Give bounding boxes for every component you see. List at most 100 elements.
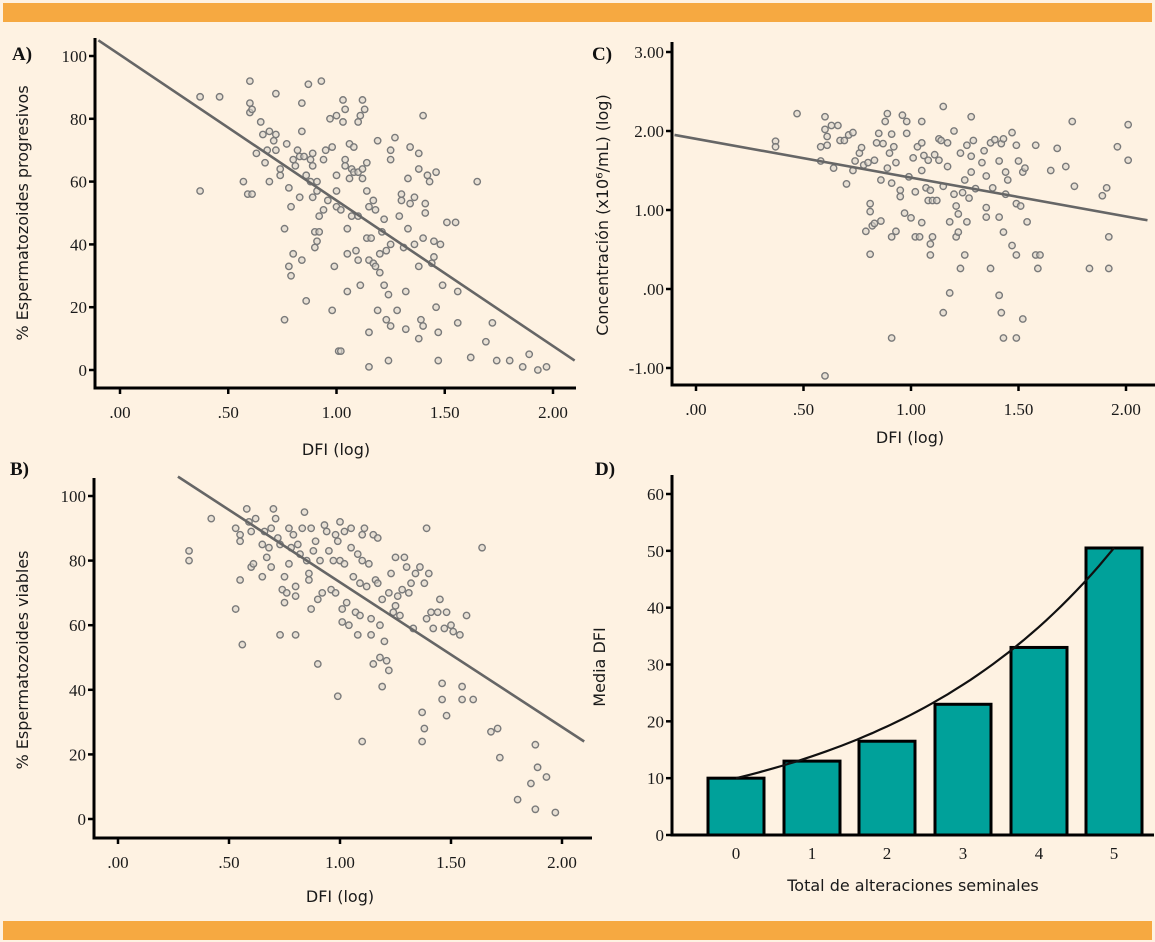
data-point	[404, 224, 412, 233]
data-point	[313, 237, 321, 246]
data-point	[261, 158, 269, 167]
data-point	[410, 240, 419, 249]
data-point	[840, 136, 849, 145]
data-point	[185, 556, 193, 565]
data-point	[429, 624, 438, 633]
data-point	[285, 559, 293, 568]
data-point	[380, 215, 389, 224]
data-point	[367, 630, 375, 639]
data-point	[396, 611, 404, 620]
data-point	[384, 290, 393, 299]
data-point	[447, 621, 455, 630]
data-point	[1104, 232, 1113, 241]
data-point	[902, 117, 911, 126]
data-point	[422, 614, 431, 623]
x-tick-label: .00	[109, 403, 130, 422]
y-tick-label: 3.00	[634, 43, 664, 62]
y-axis-title-c: Concentración (x10⁶/mL) (log)	[593, 94, 612, 335]
data-point	[391, 601, 400, 610]
data-point	[328, 143, 337, 151]
data-point	[990, 135, 999, 144]
data-point	[406, 143, 415, 151]
data-point	[401, 325, 410, 334]
y-ticks-a: 0 20 40 60 80 100	[62, 47, 95, 380]
data-point	[917, 117, 926, 126]
data-point	[267, 563, 276, 571]
data-point	[322, 527, 331, 536]
data-point	[231, 524, 240, 533]
data-point	[367, 234, 376, 243]
data-point	[239, 177, 248, 186]
bar-2	[857, 739, 917, 837]
data-point	[373, 136, 382, 145]
data-point	[265, 543, 273, 552]
data-point	[950, 190, 958, 199]
data-point	[231, 605, 240, 613]
data-point	[420, 724, 429, 733]
data-point	[458, 695, 466, 704]
data-point	[960, 176, 969, 184]
data-point	[401, 287, 410, 296]
data-point	[1124, 120, 1133, 129]
data-point	[280, 224, 289, 233]
data-point	[436, 240, 445, 249]
data-point	[1023, 217, 1031, 226]
data-point	[883, 109, 892, 118]
data-point	[1036, 251, 1044, 259]
data-point	[462, 611, 471, 620]
y-axis-title-b: % Espermatozoides viables	[13, 550, 32, 769]
y-ticks-d: 0 10 20 30 40 50 60	[647, 485, 672, 845]
data-point	[978, 158, 986, 167]
data-point	[478, 543, 486, 552]
data-point	[1046, 166, 1055, 175]
data-point	[493, 724, 502, 733]
data-point	[332, 187, 341, 195]
data-point	[354, 118, 363, 126]
data-point	[258, 540, 267, 549]
data-point	[551, 808, 560, 817]
y-tick-label: 20	[70, 298, 87, 317]
data-point	[308, 149, 317, 158]
data-point	[960, 251, 969, 259]
data-point	[816, 142, 825, 151]
data-point	[414, 262, 423, 271]
data-point	[360, 105, 369, 114]
data-point	[343, 287, 352, 296]
data-point	[347, 212, 356, 221]
data-point	[963, 141, 971, 150]
data-point	[823, 141, 832, 150]
data-point	[442, 608, 451, 617]
data-point	[382, 315, 391, 324]
data-point	[369, 196, 378, 205]
data-point	[954, 228, 963, 237]
data-point	[995, 157, 1004, 165]
data-point	[402, 563, 411, 571]
y-tick-label: 2.00	[634, 122, 664, 141]
data-point	[369, 660, 378, 668]
y-tick-label: 10	[647, 769, 664, 788]
data-point	[386, 146, 395, 155]
data-point	[293, 146, 302, 155]
data-point	[352, 246, 360, 255]
data-point	[358, 737, 367, 746]
data-point	[302, 297, 311, 305]
data-point	[982, 172, 991, 180]
panel-label-c: C)	[592, 44, 612, 65]
x-tick-label: 1.00	[322, 403, 352, 422]
data-point	[821, 125, 829, 134]
data-point	[879, 139, 887, 148]
data-point	[956, 149, 965, 158]
data-point	[907, 213, 915, 222]
data-point	[291, 161, 300, 170]
y-tick-label: 100	[61, 487, 87, 506]
data-point	[823, 132, 832, 141]
data-point	[339, 96, 347, 104]
data-point	[1008, 241, 1016, 250]
panel-label-b: B)	[10, 459, 29, 480]
data-point	[324, 547, 333, 555]
data-point	[1001, 168, 1010, 176]
data-point	[849, 128, 857, 137]
data-point	[306, 155, 315, 164]
x-axis-title-a: DFI (log)	[302, 440, 370, 459]
data-point	[424, 569, 433, 578]
